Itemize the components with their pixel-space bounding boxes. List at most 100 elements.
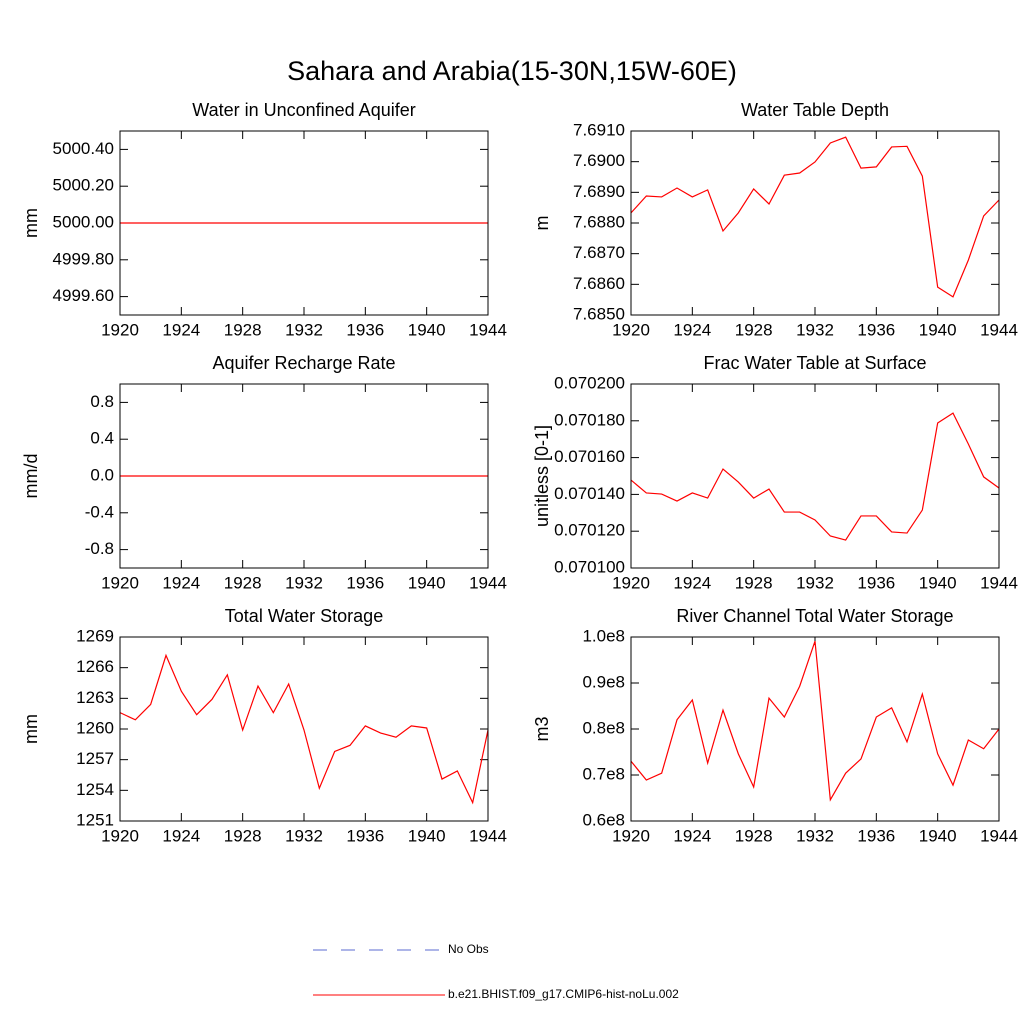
panel: Water Table Depth m 7.6850 7.6860 7.6870 7.68… — [532, 100, 1018, 340]
panel-title: Aquifer Recharge Rate — [212, 353, 395, 373]
plot-frame — [119, 636, 489, 822]
x-tick-label: 1944 — [469, 320, 507, 339]
y-tick-label: 0.9e8 — [582, 672, 625, 691]
x-tick-label: 1920 — [101, 826, 139, 845]
legend-label: b.e21.BHIST.f09_g17.CMIP6-hist-noLu.002 — [448, 987, 679, 1001]
y-tick-label: 0.070200 — [554, 373, 625, 392]
y-tick-label: -0.8 — [85, 539, 114, 558]
x-tick-label: 1924 — [673, 320, 711, 339]
y-tick-label: 5000.40 — [53, 139, 114, 158]
x-tick-label: 1928 — [735, 573, 773, 592]
y-tick-label: 0.070160 — [554, 447, 625, 466]
x-tick-label: 1928 — [735, 826, 773, 845]
x-tick-label: 1924 — [673, 573, 711, 592]
y-axis-label: m — [532, 216, 552, 231]
x-tick-label: 1920 — [101, 320, 139, 339]
x-tick-label: 1936 — [857, 826, 895, 845]
x-tick-label: 1936 — [346, 320, 384, 339]
plot-frame — [119, 383, 489, 569]
x-tick-label: 1944 — [980, 826, 1018, 845]
y-tick-label: 1254 — [76, 780, 114, 799]
y-tick-label: 7.6890 — [573, 182, 625, 201]
figure-title: Sahara and Arabia(15-30N,15W-60E) — [287, 56, 737, 86]
x-tick-label: 1944 — [469, 826, 507, 845]
panel-title: River Channel Total Water Storage — [676, 606, 953, 626]
x-tick-label: 1932 — [796, 320, 834, 339]
x-tick-label: 1936 — [346, 826, 384, 845]
plot-frame — [630, 636, 1000, 822]
y-tick-label: 1257 — [76, 749, 114, 768]
y-tick-label: 4999.80 — [53, 249, 114, 268]
y-tick-label: 0.0 — [90, 465, 114, 484]
y-tick-label: 0.7e8 — [582, 764, 625, 783]
y-tick-label: 5000.20 — [53, 176, 114, 195]
x-tick-label: 1924 — [162, 573, 200, 592]
x-tick-label: 1940 — [408, 573, 446, 592]
panel: Total Water Storage mm 1251 1254 1257 1260 126… — [21, 606, 507, 846]
panel-title: Water in Unconfined Aquifer — [192, 100, 415, 120]
x-tick-label: 1936 — [857, 320, 895, 339]
panel-title: Frac Water Table at Surface — [703, 353, 926, 373]
y-tick-label: 0.8 — [90, 392, 114, 411]
panel: River Channel Total Water Storage m3 0.6e8… — [532, 606, 1018, 846]
y-tick-label: 7.6860 — [573, 274, 625, 293]
y-axis-label: mm — [21, 208, 41, 238]
panel-title: Total Water Storage — [225, 606, 383, 626]
x-tick-label: 1924 — [673, 826, 711, 845]
x-tick-label: 1928 — [224, 826, 262, 845]
x-tick-label: 1924 — [162, 320, 200, 339]
y-tick-label: 0.070140 — [554, 484, 625, 503]
panel: Water in Unconfined Aquifer mm 4999.60 4999… — [21, 100, 507, 340]
y-tick-label: 5000.00 — [53, 212, 114, 231]
panel: Frac Water Table at Surface unitless [0-1… — [532, 353, 1018, 593]
y-tick-label: 7.6850 — [573, 304, 625, 323]
y-tick-label: 0.6e8 — [582, 810, 625, 829]
x-tick-label: 1928 — [224, 573, 262, 592]
y-tick-label: 1269 — [76, 626, 114, 645]
x-tick-label: 1928 — [224, 320, 262, 339]
x-tick-label: 1936 — [346, 573, 384, 592]
x-tick-label: 1924 — [162, 826, 200, 845]
y-tick-label: 1.0e8 — [582, 626, 625, 645]
y-axis-label: mm — [21, 714, 41, 744]
panel: Aquifer Recharge Rate mm/d -0.8 -0.4 0.0 0.4 0… — [21, 353, 507, 593]
data-line — [630, 640, 1000, 802]
x-tick-label: 1932 — [285, 320, 323, 339]
x-tick-label: 1932 — [285, 826, 323, 845]
x-tick-label: 1928 — [735, 320, 773, 339]
y-tick-label: 0.4 — [90, 429, 114, 448]
x-tick-label: 1920 — [612, 826, 650, 845]
x-tick-label: 1940 — [408, 320, 446, 339]
x-tick-label: 1920 — [612, 320, 650, 339]
y-tick-label: 0.070100 — [554, 557, 625, 576]
plot-frame — [630, 383, 1000, 569]
x-tick-label: 1920 — [101, 573, 139, 592]
x-tick-label: 1932 — [796, 826, 834, 845]
x-tick-label: 1920 — [612, 573, 650, 592]
y-axis-label: unitless [0-1] — [532, 425, 552, 527]
legend-label: No Obs — [448, 942, 489, 956]
x-tick-label: 1932 — [285, 573, 323, 592]
y-axis-label: mm/d — [21, 454, 41, 499]
y-tick-label: 0.070120 — [554, 521, 625, 540]
y-tick-label: 1263 — [76, 688, 114, 707]
y-tick-label: 1251 — [76, 810, 114, 829]
data-line — [630, 136, 1000, 298]
y-tick-label: 1266 — [76, 657, 114, 676]
data-line — [119, 653, 489, 805]
x-tick-label: 1940 — [919, 320, 957, 339]
y-tick-label: 1260 — [76, 718, 114, 737]
x-tick-label: 1940 — [408, 826, 446, 845]
x-tick-label: 1940 — [919, 573, 957, 592]
x-tick-label: 1944 — [980, 573, 1018, 592]
x-tick-label: 1936 — [857, 573, 895, 592]
plot-frame — [119, 130, 489, 316]
x-tick-label: 1940 — [919, 826, 957, 845]
x-tick-label: 1944 — [980, 320, 1018, 339]
y-tick-label: 4999.60 — [53, 286, 114, 305]
y-tick-label: -0.4 — [85, 502, 114, 521]
y-axis-label: m3 — [532, 716, 552, 741]
data-line — [630, 412, 1000, 541]
y-tick-label: 7.6900 — [573, 151, 625, 170]
